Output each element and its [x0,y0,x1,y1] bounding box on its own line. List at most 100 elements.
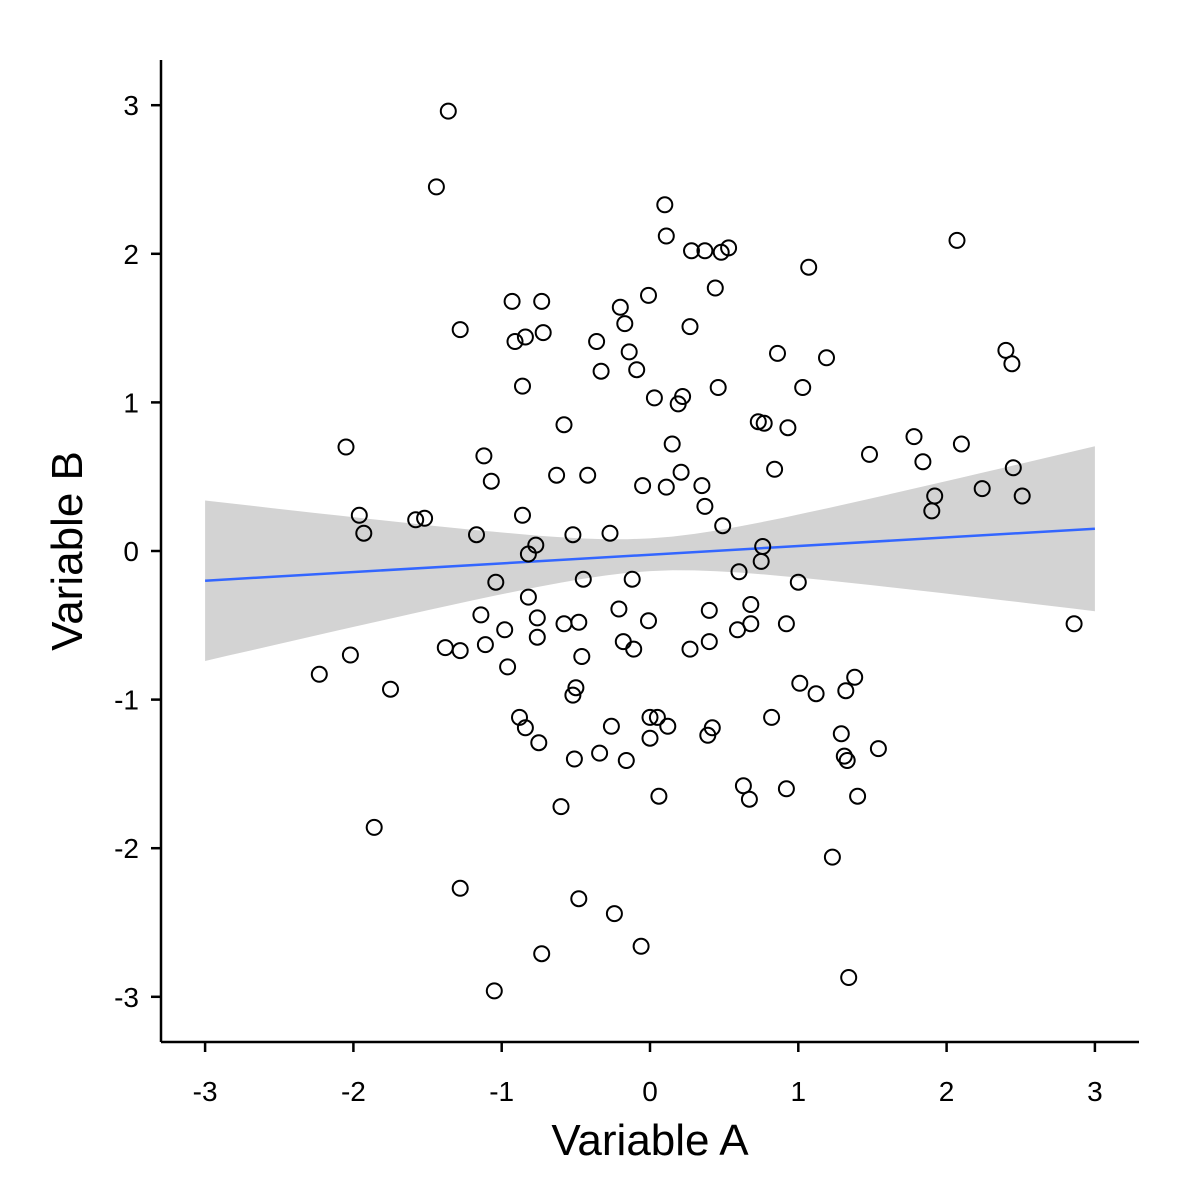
y-tick-label: -2 [114,833,139,864]
x-axis-title: Variable A [551,1116,749,1165]
scatter-point [605,905,623,923]
scatter-point [840,969,858,986]
scatter-point [533,292,551,310]
fit-line-layer [205,527,1095,582]
scatter-point [350,506,368,524]
scatter-point [567,679,585,697]
scatter-point [696,497,714,515]
scatter-point [570,613,588,631]
scatter-point [641,729,659,747]
scatter-point [533,945,551,963]
scatter-point [365,818,383,836]
scatter-point [341,646,359,664]
scatter-point [740,790,758,808]
scatter-point [564,526,582,544]
x-ticks-layer: -3 -2 -1 0 1 2 3 [193,1042,1103,1107]
scatter-point [382,680,399,698]
x-tick-label: 0 [642,1076,658,1107]
scatter-point [616,315,634,333]
x-tick-label: 2 [939,1076,955,1107]
scatter-point [923,502,941,520]
scatter-point [714,517,732,535]
scatter-point [729,621,746,639]
scatter-point [777,780,795,798]
scatter-point [800,258,818,276]
scatter-point [818,349,835,367]
scatter-point [832,725,850,743]
scatter-point [763,708,781,726]
scatter-point [672,463,690,481]
x-tick-label: 1 [791,1076,807,1107]
scatter-point [948,231,966,249]
scatter-point [846,668,864,686]
scatter-point [657,478,675,496]
scatter-point [683,242,700,260]
scatter-point [451,642,469,660]
scatter-point [528,628,546,646]
scatter-point [337,438,355,456]
scatter-point [610,600,628,618]
scatter-point [681,640,699,658]
scatter-point [869,740,887,758]
scatter-point [476,636,494,654]
scatter-point [310,665,328,683]
scatter-point [475,447,493,465]
scatter-point [696,242,714,260]
y-tick-label: 1 [123,387,139,418]
x-tick-label: -2 [341,1076,366,1107]
scatter-point [849,787,867,805]
scatter-point [640,612,657,630]
scatter-point [640,286,657,304]
fit-line [205,527,1095,582]
scatter-point [823,848,841,866]
scatter-point [632,937,650,955]
x-tick-label: -3 [193,1076,218,1107]
x-tick-label: 3 [1087,1076,1103,1107]
y-axis-title: Variable B [43,451,92,651]
scatter-point [1003,355,1021,373]
scatter-point [905,428,923,446]
y-tick-label: 3 [123,90,139,121]
scatter-point [439,102,457,120]
scatter-point [623,570,641,588]
scatter-point [641,708,659,726]
scatter-point [657,227,675,245]
scatter-point [645,389,663,407]
scatter-point [628,361,646,379]
scatter-point [516,328,534,346]
scatter-point [614,633,632,651]
scatter-point [503,292,521,310]
scatter-point [681,318,699,336]
scatter-point [769,344,786,362]
scatter-point [564,686,582,704]
scatter-point [516,719,534,737]
scatter-point [620,343,638,361]
scatter-point [663,435,681,453]
scatter-point [355,524,373,542]
scatter-point [592,362,610,380]
scatter-point [617,752,635,769]
scatter-point [752,552,770,570]
scatter-point [709,379,727,396]
scatter-point [602,717,620,735]
scatter-point [482,472,500,490]
scatter-point [791,674,809,692]
scatter-point [634,477,652,495]
scatter-point [1004,459,1022,477]
scatter-point [952,435,970,453]
scatter-point [427,178,445,196]
scatter-point [755,414,773,432]
scatter-point [548,466,566,484]
scatter-point [468,526,485,544]
scatter-point [499,658,517,676]
scatter-point [1013,487,1031,505]
scatter-point [451,879,469,897]
scatter-point [591,744,609,762]
scatter-point [534,324,552,342]
scatter-point [574,570,592,588]
scatter-point [601,524,619,542]
scatter-point [555,615,573,633]
scatter-point [777,615,795,633]
scatter-point [555,416,573,434]
